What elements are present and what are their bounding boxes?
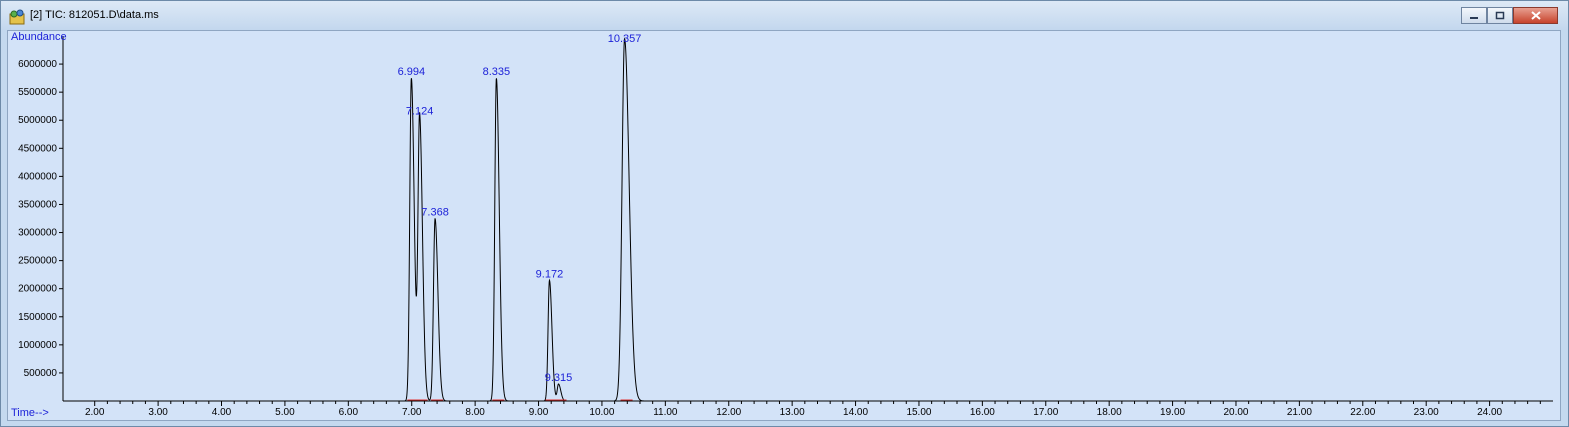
peak-rt-label: 6.994 bbox=[398, 66, 426, 78]
x-tick-label: 7.00 bbox=[402, 407, 422, 418]
minimize-button[interactable] bbox=[1461, 7, 1487, 24]
tic-chromatogram: 500000 1000000 1500000 2000000 2500000 300000… bbox=[11, 31, 1553, 419]
x-axis-title: Time--> bbox=[11, 407, 49, 419]
x-tick-label: 8.00 bbox=[465, 407, 485, 418]
y-tick-label: 3500000 bbox=[18, 199, 57, 210]
x-tick-label: 9.00 bbox=[529, 407, 549, 418]
peak-rt-label: 10.357 bbox=[608, 33, 642, 45]
x-tick-label: 22.00 bbox=[1350, 407, 1375, 418]
x-tick-label: 13.00 bbox=[780, 407, 805, 418]
tic-trace bbox=[94, 37, 679, 402]
y-tick-label: 1000000 bbox=[18, 340, 57, 351]
x-tick-label: 6.00 bbox=[339, 407, 359, 418]
title-bar[interactable]: [2] TIC: 812051.D\data.ms bbox=[1, 1, 1568, 30]
restore-icon bbox=[1495, 11, 1505, 20]
restore-button[interactable] bbox=[1487, 7, 1513, 24]
y-tick-label: 4500000 bbox=[18, 143, 57, 154]
x-tick-label: 14.00 bbox=[843, 407, 868, 418]
x-tick-label: 16.00 bbox=[970, 407, 995, 418]
x-tick-label: 15.00 bbox=[906, 407, 931, 418]
x-tick-label: 23.00 bbox=[1414, 407, 1439, 418]
app-icon bbox=[9, 9, 25, 25]
y-tick-label: 6000000 bbox=[18, 59, 57, 70]
y-tick-label: 4000000 bbox=[18, 171, 57, 182]
y-tick-label: 2000000 bbox=[18, 284, 57, 295]
y-tick-label: 3000000 bbox=[18, 228, 57, 239]
x-tick-label: 12.00 bbox=[716, 407, 741, 418]
window-title: [2] TIC: 812051.D\data.ms bbox=[30, 9, 159, 21]
y-tick-label: 2500000 bbox=[18, 256, 57, 267]
y-tick-label: 5000000 bbox=[18, 115, 57, 126]
x-tick-label: 2.00 bbox=[85, 407, 105, 418]
peak-rt-label: 9.172 bbox=[536, 268, 564, 280]
peak-rt-label: 9.315 bbox=[545, 372, 573, 384]
x-tick-label: 11.00 bbox=[653, 407, 678, 418]
y-tick-label: 500000 bbox=[24, 368, 58, 379]
y-tick-label: 1500000 bbox=[18, 312, 57, 323]
y-axis-title: Abundance bbox=[11, 31, 67, 43]
x-tick-label: 21.00 bbox=[1287, 407, 1312, 418]
close-icon bbox=[1530, 11, 1541, 20]
minimize-icon bbox=[1470, 16, 1478, 19]
x-tick-label: 20.00 bbox=[1223, 407, 1248, 418]
y-tick-label: 5500000 bbox=[18, 87, 57, 98]
x-tick-label: 4.00 bbox=[212, 407, 232, 418]
x-tick-label: 17.00 bbox=[1033, 407, 1058, 418]
peak-rt-label: 7.368 bbox=[421, 207, 449, 219]
peak-rt-label: 8.335 bbox=[483, 66, 511, 78]
x-tick-label: 5.00 bbox=[275, 407, 295, 418]
x-tick-label: 18.00 bbox=[1097, 407, 1122, 418]
plot-area[interactable]: 500000 1000000 1500000 2000000 2500000 300000… bbox=[7, 30, 1561, 421]
peak-rt-label: 7.124 bbox=[406, 105, 434, 117]
x-tick-label: 24.00 bbox=[1477, 407, 1502, 418]
x-tick-label: 10.00 bbox=[589, 407, 614, 418]
close-button[interactable] bbox=[1513, 7, 1558, 24]
x-tick-label: 19.00 bbox=[1160, 407, 1185, 418]
x-tick-label: 3.00 bbox=[148, 407, 168, 418]
